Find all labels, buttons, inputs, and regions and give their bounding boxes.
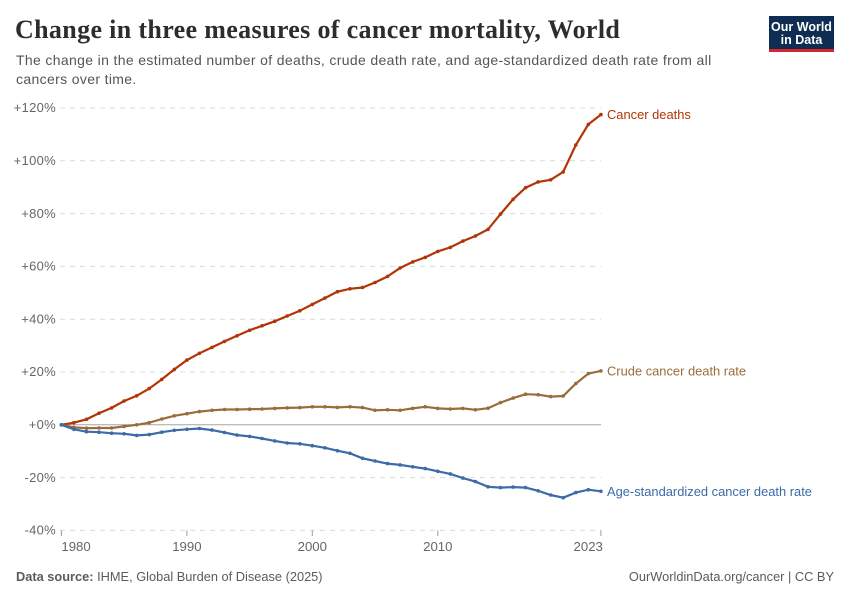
- svg-text:-20%: -20%: [24, 470, 56, 485]
- svg-text:+0%: +0%: [29, 417, 56, 432]
- svg-text:Cancer deaths: Cancer deaths: [607, 107, 691, 122]
- svg-text:+80%: +80%: [21, 206, 56, 221]
- svg-text:2000: 2000: [298, 539, 327, 554]
- svg-text:+40%: +40%: [21, 311, 56, 326]
- svg-text:Crude cancer death rate: Crude cancer death rate: [607, 363, 746, 378]
- svg-text:+60%: +60%: [21, 259, 56, 274]
- svg-text:2010: 2010: [423, 539, 452, 554]
- svg-text:2023: 2023: [574, 539, 603, 554]
- svg-text:+20%: +20%: [21, 364, 56, 379]
- svg-text:+100%: +100%: [14, 153, 56, 168]
- svg-text:1980: 1980: [61, 539, 90, 554]
- svg-text:1990: 1990: [172, 539, 201, 554]
- svg-text:-40%: -40%: [24, 523, 56, 538]
- svg-text:+120%: +120%: [14, 100, 56, 115]
- svg-text:Age-standardized cancer death: Age-standardized cancer death rate: [607, 484, 812, 499]
